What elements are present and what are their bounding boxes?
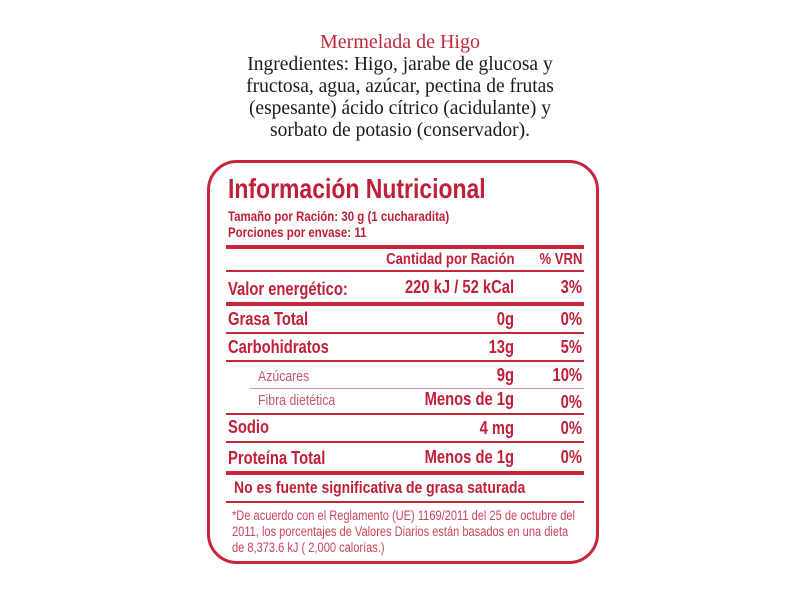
divider	[226, 441, 584, 443]
row-sodium-vrn: 0%	[560, 418, 582, 438]
row-fiber-label: Fibra dietética	[258, 392, 336, 409]
row-fat-label: Grasa Total	[228, 309, 309, 329]
row-energy-vrn: 3%	[560, 277, 582, 297]
divider	[226, 471, 584, 475]
column-header-vrn: % VRN	[538, 251, 582, 268]
divider	[226, 501, 584, 503]
divider	[226, 270, 584, 272]
divider	[250, 388, 584, 389]
row-carbs-vrn: 5%	[560, 337, 582, 357]
row-carbs-label: Carbohidratos	[228, 337, 329, 357]
row-fiber-amount: Menos de 1g	[424, 389, 514, 409]
row-sugars-vrn: 10%	[552, 365, 582, 385]
footnote: *De acuerdo con el Reglamento (UE) 1169/…	[232, 508, 575, 555]
row-sodium-amount: 4 mg	[479, 418, 514, 438]
row-fat-amount: 0g	[496, 309, 514, 329]
divider	[226, 245, 584, 249]
saturated-fat-note: No es fuente significativa de grasa satu…	[234, 478, 526, 497]
row-energy-label: Valor energético:	[228, 279, 348, 299]
row-fat-vrn: 0%	[560, 309, 582, 329]
servings-per-container: Porciones por envase: 11	[228, 224, 367, 240]
row-protein-vrn: 0%	[560, 447, 582, 467]
row-energy-amount: 220 kJ / 52 kCal	[404, 277, 514, 297]
row-sugars-amount: 9g	[496, 365, 514, 385]
row-protein-label: Proteína Total	[228, 448, 326, 468]
serving-size: Tamaño por Ración: 30 g (1 cucharadita)	[228, 208, 450, 224]
column-header-amount: Cantidad por Ración	[385, 251, 514, 268]
row-protein-amount: Menos de 1g	[424, 447, 514, 467]
divider	[226, 360, 584, 362]
row-carbs-amount: 13g	[488, 337, 514, 357]
row-sodium-label: Sodio	[228, 417, 269, 437]
nutrition-facts-panel: Información Nutricional Tamaño por Ració…	[207, 160, 599, 564]
nutrition-title: Información Nutricional	[228, 173, 486, 204]
divider	[226, 413, 584, 415]
divider	[226, 332, 584, 334]
row-sugars-label: Azúcares	[258, 368, 310, 385]
product-title: Mermelada de Higo	[320, 31, 480, 53]
divider	[226, 302, 584, 306]
ingredients-text: Ingredientes: Higo, jarabe de glucosa y …	[246, 54, 554, 141]
row-fiber-vrn: 0%	[560, 392, 582, 412]
